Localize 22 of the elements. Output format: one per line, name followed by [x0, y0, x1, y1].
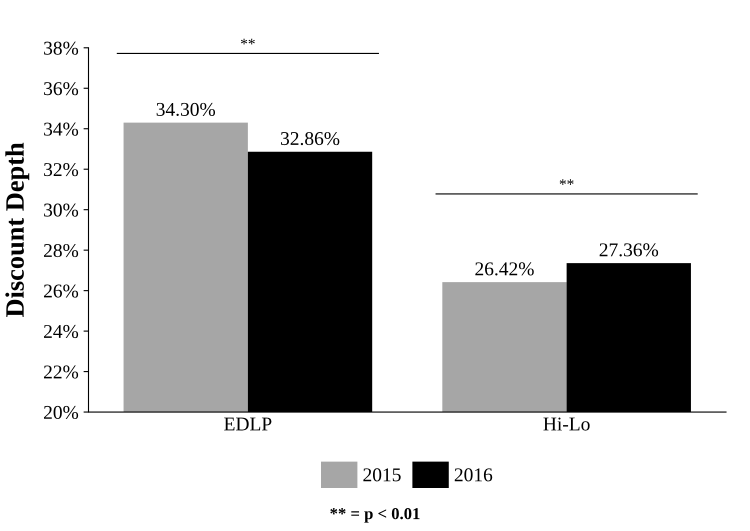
y-tick-label: 32%: [44, 163, 78, 176]
y-tick-label: 24%: [44, 324, 78, 338]
text: **: [240, 38, 255, 44]
data-label: 32.86%: [280, 132, 340, 146]
y-tick-label: 30%: [44, 204, 78, 217]
y-tick-label: 20%: [44, 406, 78, 420]
y-axis-title: Discount Depth: [5, 142, 30, 318]
legend-label: 2016: [454, 468, 492, 482]
x-tick-label: Hi-Lo: [543, 418, 590, 431]
text: ** = p < 0.01: [330, 508, 420, 523]
y-tick-label: 22%: [44, 365, 78, 379]
x-tick-label: EDLP: [224, 418, 272, 430]
y-tick-label: 34%: [44, 122, 78, 136]
data-label: 34.30%: [156, 102, 216, 116]
legend-label: 2015: [363, 468, 401, 482]
data-label: 27.36%: [600, 243, 658, 256]
y-tick-label: 26%: [44, 284, 78, 298]
data-label: 26.42%: [475, 262, 534, 276]
y-tick-label: 28%: [44, 244, 78, 258]
y-tick-label: 38%: [44, 42, 78, 55]
annotation: **: [560, 179, 574, 185]
y-tick-label: 36%: [44, 82, 78, 96]
